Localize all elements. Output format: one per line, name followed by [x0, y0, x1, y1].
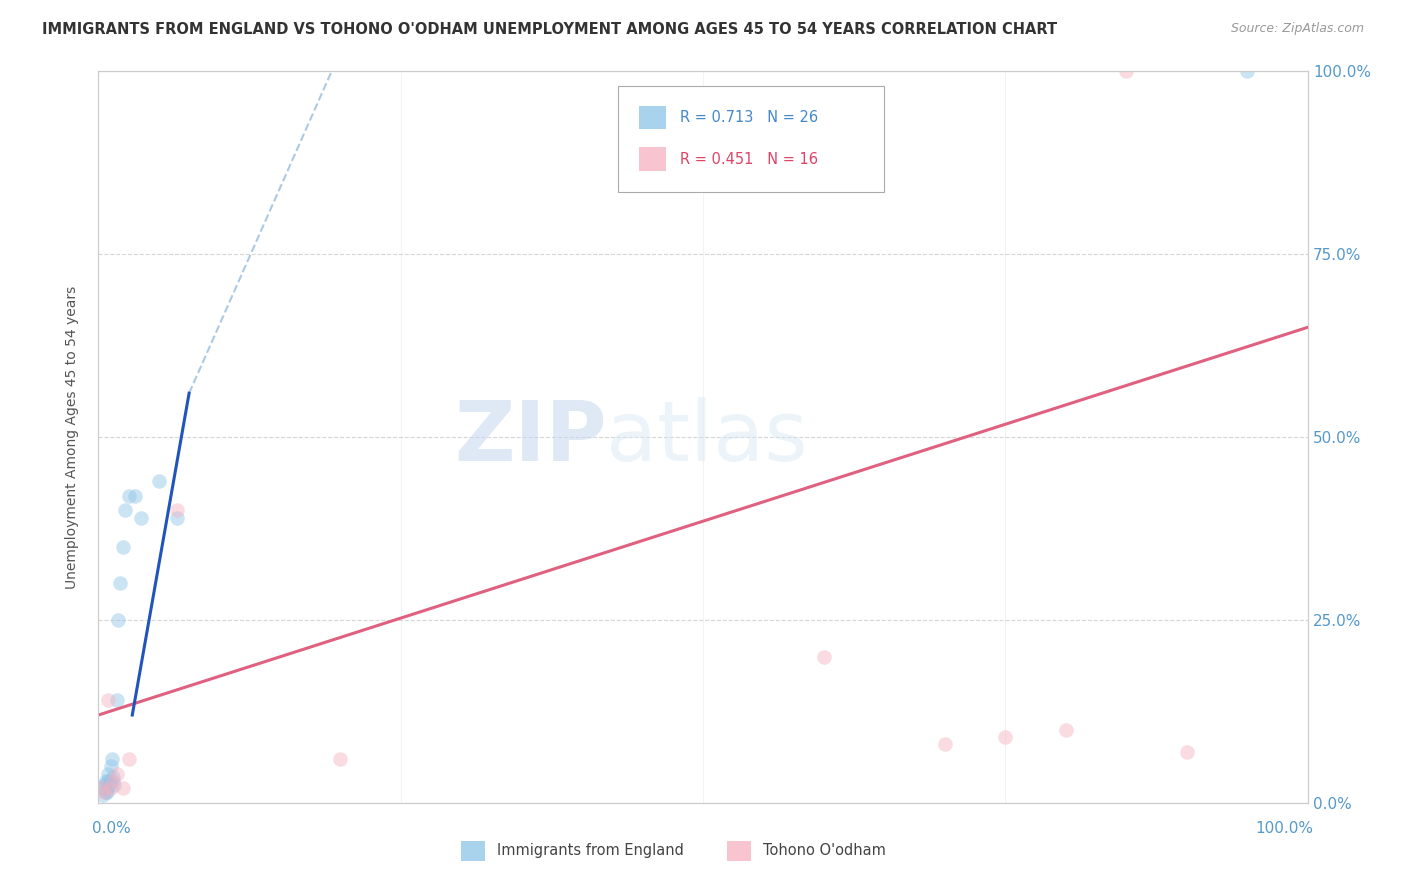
Point [96, 781, 118, 796]
Point [105, 766, 128, 780]
Y-axis label: Unemployment Among Ages 45 to 54 years: Unemployment Among Ages 45 to 54 years [65, 285, 79, 589]
Point [91, 781, 114, 796]
Point [98, 778, 121, 792]
Text: IMMIGRANTS FROM ENGLAND VS TOHONO O'ODHAM UNEMPLOYMENT AMONG AGES 45 TO 54 YEARS: IMMIGRANTS FROM ENGLAND VS TOHONO O'ODHA… [42, 22, 1057, 37]
Point [94, 773, 117, 788]
Point [97, 693, 120, 707]
Point [813, 649, 835, 664]
Point [107, 613, 129, 627]
Point [124, 489, 146, 503]
Text: R = 0.451   N = 16: R = 0.451 N = 16 [681, 152, 818, 167]
Point [166, 510, 188, 524]
Point [148, 474, 170, 488]
Point [1175, 745, 1198, 759]
Point [94, 785, 117, 799]
Point [934, 737, 956, 751]
Text: Tohono O'odham: Tohono O'odham [763, 843, 886, 858]
Point [97, 773, 120, 788]
Point [1054, 723, 1077, 737]
Point [101, 773, 124, 788]
Text: Immigrants from England: Immigrants from England [498, 843, 685, 858]
Point [114, 503, 136, 517]
Text: 0.0%: 0.0% [93, 821, 131, 836]
Bar [461, 841, 485, 862]
Point [105, 693, 128, 707]
Point [118, 489, 141, 503]
Point [93, 778, 115, 792]
Point [111, 781, 134, 796]
Point [97, 766, 120, 780]
Text: R = 0.713   N = 26: R = 0.713 N = 26 [681, 110, 818, 125]
Point [103, 778, 125, 792]
Point [96, 785, 118, 799]
Bar [727, 841, 751, 862]
Text: Source: ZipAtlas.com: Source: ZipAtlas.com [1230, 22, 1364, 36]
FancyBboxPatch shape [619, 86, 884, 192]
Point [329, 752, 352, 766]
Text: 100.0%: 100.0% [1256, 821, 1313, 836]
Point [994, 730, 1017, 744]
Text: ZIP: ZIP [454, 397, 606, 477]
Point [100, 773, 122, 788]
Point [100, 759, 122, 773]
Point [166, 503, 188, 517]
Point [129, 510, 152, 524]
Point [1236, 64, 1258, 78]
Point [108, 576, 131, 591]
Point [100, 781, 122, 796]
Point [91, 781, 114, 796]
Text: atlas: atlas [606, 397, 808, 477]
Point [91, 789, 114, 803]
Bar [638, 106, 665, 129]
Point [100, 752, 122, 766]
Point [1115, 64, 1137, 78]
Bar [638, 147, 665, 171]
Point [101, 770, 124, 784]
Point [118, 752, 141, 766]
Point [93, 785, 115, 799]
Point [111, 540, 134, 554]
